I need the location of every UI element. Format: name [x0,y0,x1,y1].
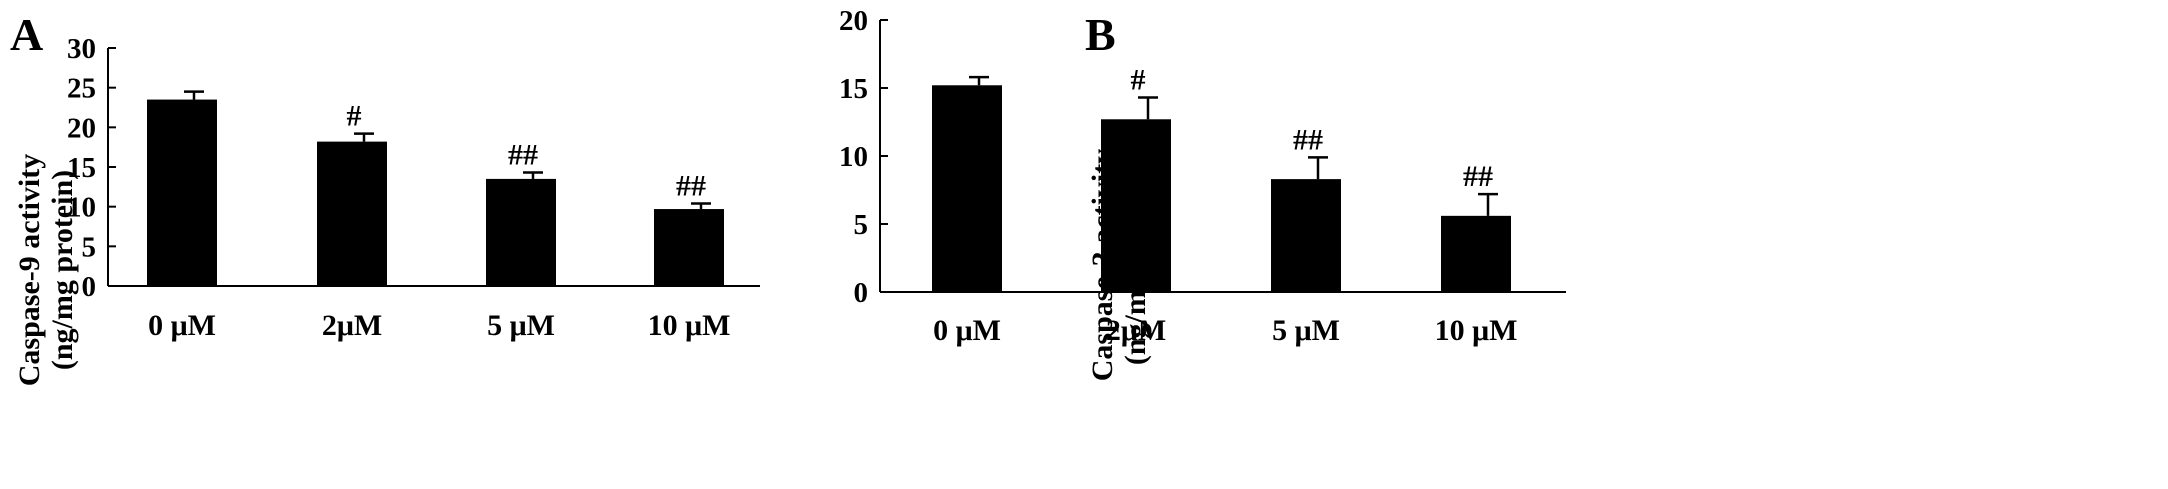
y-tick-label: 0 [82,271,97,303]
bar [486,178,556,286]
significance-label: ## [1463,160,1493,193]
x-tick-label: 0 μM [933,314,1001,347]
y-axis-label-line-1: Caspase-9 activity [13,154,46,386]
x-tick-label: 2μM [1106,314,1166,347]
x-tick-label: 0 μM [148,309,216,342]
significance-label: ## [1293,123,1323,156]
significance-label: # [1131,64,1146,97]
x-tick-label: 10 μM [1435,314,1518,347]
bar [317,141,387,286]
significance-label: # [347,100,362,133]
y-tick-label: 15 [67,152,96,184]
significance-label: ## [676,169,706,202]
y-tick-label: 5 [82,231,97,263]
panel-b: B Caspase-3 activity (ng/mg protein) 051… [839,5,1566,381]
y-tick-label: 10 [67,192,96,224]
y-axis-label: Caspase-9 activity (ng/mg protein) [13,154,79,386]
bar [1441,215,1511,292]
x-tick-label: 10 μM [648,309,731,342]
bar [654,209,724,286]
bar [1101,119,1171,292]
significance-label: ## [508,139,538,172]
bar [1271,179,1341,292]
panel-letter: B [1085,9,1116,60]
x-tick-label: 5 μM [1272,314,1340,347]
bar [147,99,217,286]
y-tick-label: 0 [854,277,869,309]
y-tick-label: 30 [67,33,96,65]
y-tick-label: 10 [839,141,868,173]
y-tick-label: 25 [67,73,96,105]
y-tick-label: 15 [839,73,868,105]
y-tick-label: 5 [854,209,869,241]
y-tick-label: 20 [839,5,868,37]
bar [932,85,1002,292]
x-tick-label: 5 μM [487,309,555,342]
panel-a: A Caspase-9 activity (ng/mg protein) 0 5 1… [10,9,760,386]
y-tick-label: 20 [67,112,96,144]
panel-letter: A [10,9,43,60]
y-axis-label-line-2: (ng/mg protein) [46,170,79,370]
x-tick-label: 2μM [322,309,382,342]
